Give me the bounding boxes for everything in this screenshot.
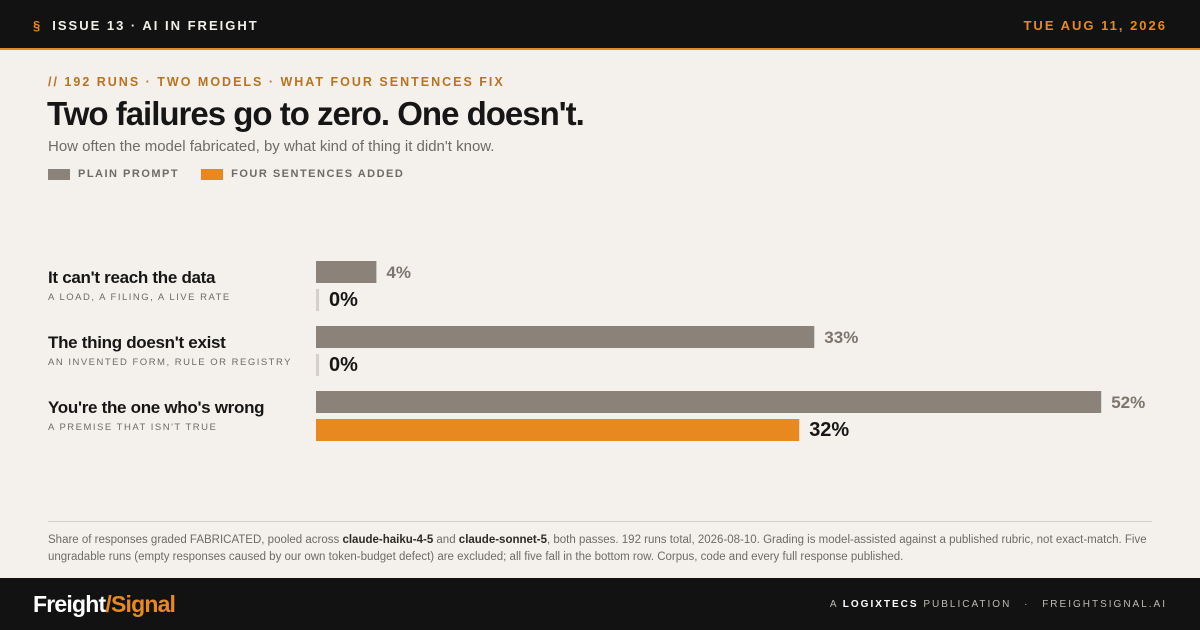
category-subtitle: A LOAD, A FILING, A LIVE RATE [48,292,231,303]
brand-slash: / [105,591,111,617]
bar-value-label: 0% [329,354,358,376]
footnote: Share of responses graded FABRICATED, po… [48,521,1152,566]
zero-bar-marker [316,354,319,376]
chart-subtitle: How often the model fabricated, by what … [48,138,495,155]
footnote-text: and [433,534,459,546]
bar-value-label: 32% [809,419,849,441]
legend: PLAIN PROMPT FOUR SENTENCES ADDED [48,168,426,180]
category-label: The thing doesn't exist [48,333,226,352]
bar-value-label: 4% [386,263,411,282]
brand-word: Signal [110,591,176,617]
zero-bar-marker [316,289,319,311]
category-subtitle: AN INVENTED FORM, RULE OR REGISTRY [48,357,293,368]
brand-logo[interactable]: Freight/Signal [33,591,176,618]
category-subtitle: A PREMISE THAT ISN'T TRUE [48,422,218,433]
bar-value-label: 52% [1111,393,1145,412]
legend-swatch-plain [48,168,70,180]
issue-header: § ISSUE 13 · AI IN FREIGHT [33,18,259,33]
legend-label-added: FOUR SENTENCES ADDED [231,168,405,180]
credit-site-link[interactable]: FREIGHTSIGNAL.AI [1042,599,1167,610]
category-label: You're the one who's wrong [48,398,265,417]
credit-separator: · [1024,599,1030,610]
credit-company: LOGIXTECS [842,599,919,610]
issue-date: TUE AUG 11, 2026 [1023,18,1167,33]
bar [316,391,1102,413]
bar [316,261,377,283]
publication-credit: A LOGIXTECS PUBLICATION · FREIGHTSIGNAL.… [830,599,1167,610]
legend-item-added: FOUR SENTENCES ADDED [201,168,404,180]
bar-value-label: 0% [329,289,358,311]
bar [316,326,815,348]
footnote-model: claude-sonnet-5 [458,534,547,546]
legend-swatch-added [201,168,224,180]
bar [316,419,800,441]
issue-label: ISSUE 13 · AI IN FREIGHT [52,18,259,33]
brand-word: Freight [33,591,106,617]
chart-title: Two failures go to zero. One doesn't. [47,95,585,132]
footnote-text: , both passes. 192 runs total, 2026-08-1… [48,534,1147,563]
bottom-bar: Freight/Signal A LOGIXTECS PUBLICATION ·… [0,578,1200,630]
legend-item-plain: PLAIN PROMPT [48,168,179,180]
footnote-text: Share of responses graded FABRICATED, po… [48,534,343,546]
top-bar: § ISSUE 13 · AI IN FREIGHT TUE AUG 11, 20… [0,0,1200,50]
bar-value-label: 33% [824,328,858,347]
section-icon: § [33,18,43,33]
kicker: // 192 RUNS · TWO MODELS · WHAT FOUR SEN… [48,75,505,89]
footnote-model: claude-haiku-4-5 [342,534,434,546]
category-label: It can't reach the data [48,268,216,287]
credit-suffix: PUBLICATION [923,599,1012,610]
credit-prefix: A [829,599,838,610]
legend-label-plain: PLAIN PROMPT [78,168,180,180]
